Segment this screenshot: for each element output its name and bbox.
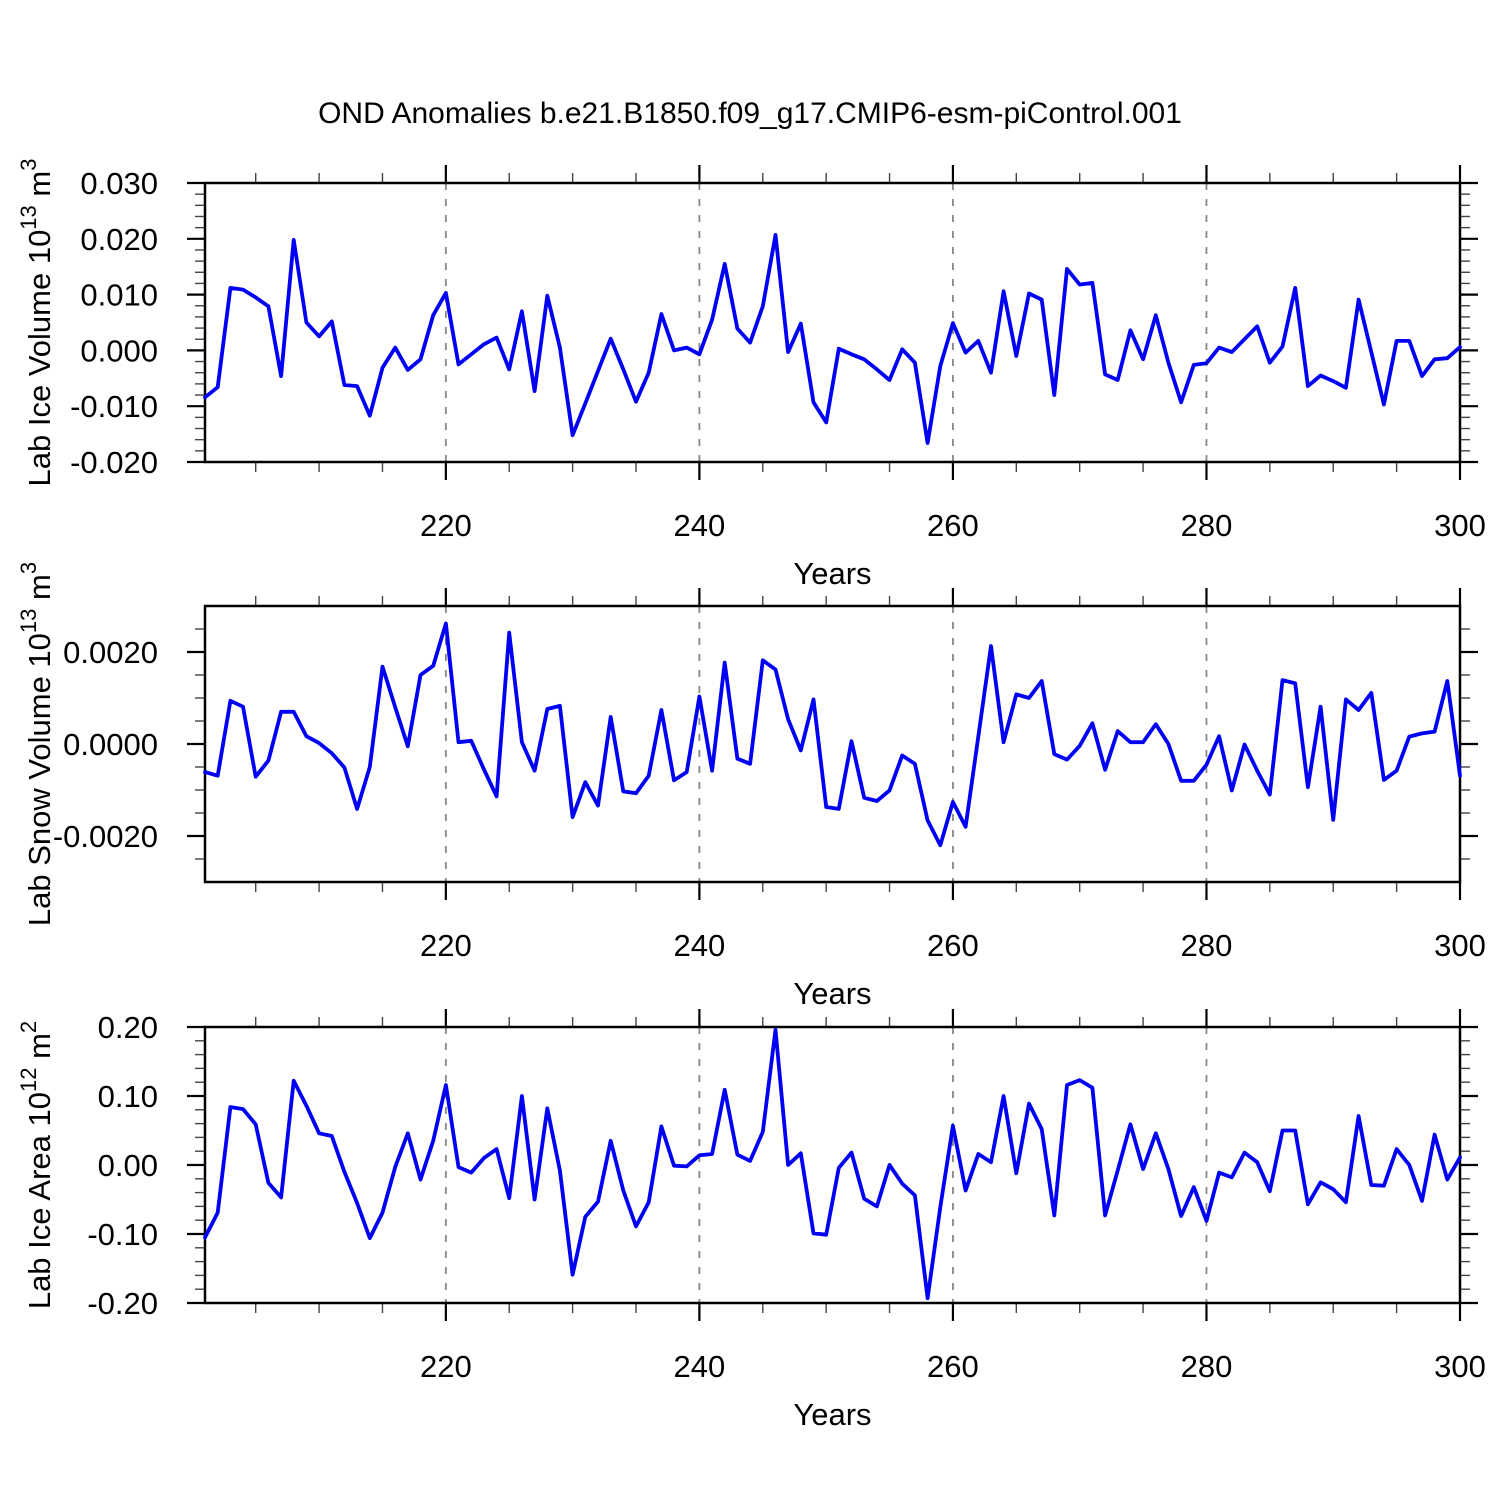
x-tick-label: 300 [1434, 508, 1486, 543]
x-axis-title: Years [793, 976, 871, 1011]
plot-frame [203, 1025, 1462, 1305]
y-tick-label: -0.0020 [53, 819, 158, 854]
x-tick-label: 260 [927, 508, 979, 543]
plot-frame [203, 181, 1462, 464]
y-axis-title: Lab Snow Volume 1013 m3 [16, 562, 57, 926]
y-tick-label: -0.20 [87, 1286, 158, 1321]
y-tick-label: -0.020 [70, 445, 158, 480]
x-axis-title: Years [793, 1397, 871, 1432]
x-tick-label: 260 [927, 1349, 979, 1384]
y-tick-label: -0.010 [70, 389, 158, 424]
data-line-lab-ice-volume [203, 232, 1462, 445]
y-tick-label: 0.10 [98, 1079, 158, 1114]
plot-title: OND Anomalies b.e21.B1850.f09_g17.CMIP6-… [318, 97, 1182, 130]
y-tick-label: -0.10 [87, 1217, 158, 1252]
x-tick-label: 280 [1181, 928, 1233, 963]
y-tick-label: 0.0020 [63, 635, 158, 670]
lab-ice-volume-chart: 220 240 260 280 300 0.030 0.020 0.010 0.000 -0.01… [16, 159, 1486, 591]
x-axis-title: Years [793, 556, 871, 591]
lab-snow-volume-chart: 220 240 260 280 300 0.0020 0.0000 -0.0020 Years L… [16, 562, 1486, 1011]
y-tick-label: 0.0000 [63, 727, 158, 762]
y-tick-label: 0.000 [80, 333, 158, 368]
x-tick-label: 220 [420, 1349, 472, 1384]
x-tick-label: 220 [420, 508, 472, 543]
x-tick-label: 300 [1434, 1349, 1486, 1384]
y-axis-title: Lab Ice Area 1012 m2 [16, 1021, 57, 1309]
x-tick-label: 260 [927, 928, 979, 963]
x-tick-label: 240 [674, 928, 726, 963]
y-tick-label: 0.00 [98, 1148, 158, 1183]
x-tick-label: 240 [674, 1349, 726, 1384]
data-line-lab-snow-volume [203, 621, 1462, 848]
plot-frame [203, 604, 1462, 884]
x-tick-label: 280 [1181, 508, 1233, 543]
y-tick-label: 0.020 [80, 222, 158, 257]
x-tick-label: 280 [1181, 1349, 1233, 1384]
data-line-lab-ice-area [203, 1027, 1462, 1301]
lab-ice-area-chart: 220 240 260 280 300 0.20 0.10 0.00 -0.10 -0.20 Yea… [16, 1009, 1486, 1432]
y-tick-label: 0.030 [80, 166, 158, 201]
y-axis-title: Lab Ice Volume 1013 m3 [16, 159, 57, 487]
y-tick-label: 0.010 [80, 278, 158, 313]
x-tick-label: 240 [674, 508, 726, 543]
y-tick-label: 0.20 [98, 1010, 158, 1045]
x-tick-label: 220 [420, 928, 472, 963]
x-tick-label: 300 [1434, 928, 1486, 963]
